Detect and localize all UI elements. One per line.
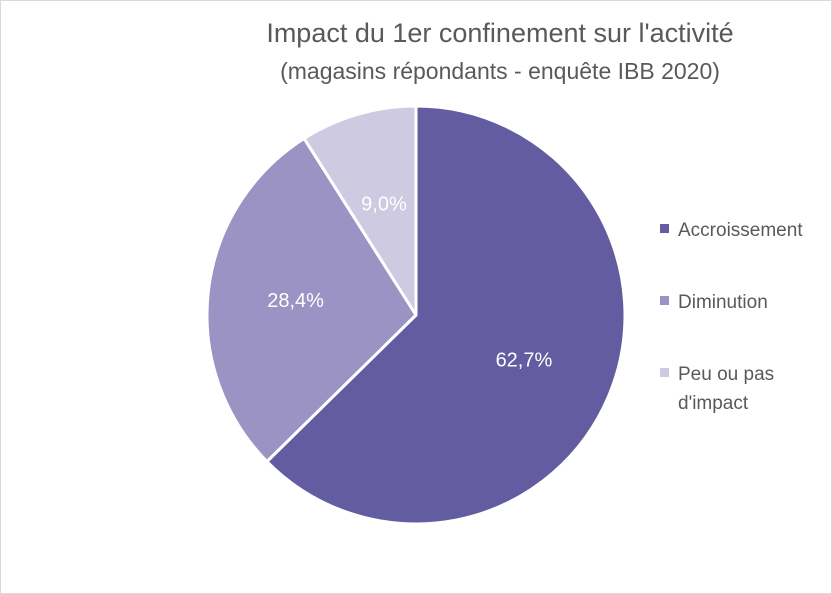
pie-slice-accroissement: [265, 104, 627, 526]
data-label: 62,7%: [496, 349, 553, 371]
chart-title: Impact du 1er confinement sur l'activité: [266, 18, 734, 48]
pie-slice-diminution: [205, 136, 418, 464]
data-label: 9,0%: [361, 194, 407, 216]
legend-swatch: [660, 296, 669, 305]
legend-swatch: [660, 224, 669, 233]
legend-item-peu-ou-pas-impact: Peu ou pas d'impact: [660, 360, 828, 418]
data-label: 28,4%: [267, 290, 324, 312]
legend-swatch: [660, 368, 669, 377]
pie-slice-peu-ou-pas-d-impact: [302, 104, 418, 317]
legend-item-accroissement: Accroissement: [660, 216, 828, 245]
legend-label: Diminution: [678, 292, 768, 313]
legend-label: Peu ou pas d'impact: [678, 364, 775, 414]
legend-item-diminution: Diminution: [660, 288, 828, 317]
legend-label: Accroissement: [678, 220, 803, 241]
chart-subtitle: (magasins répondants - enquête IBB 2020): [280, 58, 720, 84]
